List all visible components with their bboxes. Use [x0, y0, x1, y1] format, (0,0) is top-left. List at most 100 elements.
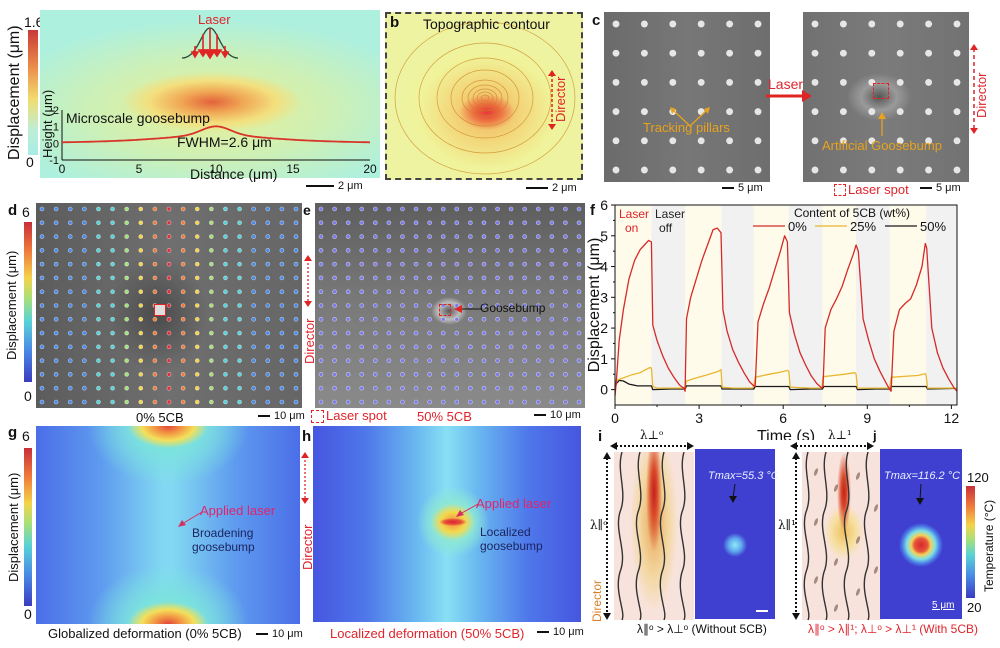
- pillar: [39, 316, 45, 322]
- pillar: [373, 220, 378, 226]
- scalebar-c-left: 5 μm: [722, 182, 763, 194]
- pillar: [39, 399, 45, 405]
- pillar: [345, 385, 351, 391]
- pillar: [563, 234, 568, 239]
- pillar: [265, 234, 271, 239]
- laser-arrow-c: [766, 90, 812, 102]
- pillar: [279, 275, 285, 281]
- pillar: [223, 289, 228, 295]
- pillar: [925, 166, 933, 174]
- pillar: [373, 316, 378, 322]
- pillar: [454, 289, 460, 295]
- pillar: [563, 330, 568, 336]
- pillar: [194, 248, 200, 253]
- pillar: [522, 289, 527, 295]
- pillar: [265, 206, 271, 212]
- pillar: [373, 248, 378, 253]
- pillar: [576, 399, 582, 405]
- pillar: [166, 344, 172, 350]
- pillar: [265, 275, 271, 281]
- pillar: [359, 358, 365, 363]
- caption-j: λ∥ᵒ > λ∥¹; λ⊥ᵒ > λ⊥¹ (With 5CB): [808, 622, 978, 636]
- pillar: [535, 234, 541, 239]
- pillar: [180, 289, 186, 295]
- pillar: [82, 234, 87, 239]
- pillar: [427, 206, 432, 212]
- lambda-par-label-i: λ∥ᵒ: [590, 518, 608, 532]
- laser-on-annotation: Laser: [619, 207, 649, 221]
- pillar: [454, 344, 460, 350]
- height-profile-line: [62, 125, 370, 144]
- pillar: [896, 49, 904, 57]
- pillar: [82, 303, 87, 308]
- pillar: [359, 289, 365, 295]
- pillar: [535, 248, 541, 253]
- pillar: [138, 399, 144, 405]
- pillar: [39, 330, 45, 336]
- pillar: [194, 330, 200, 336]
- pillar: [454, 206, 460, 212]
- pillar: [953, 108, 961, 116]
- pillar: [612, 108, 620, 116]
- colorbar-max-j: 120: [967, 470, 989, 485]
- pillar: [82, 275, 87, 281]
- pillar: [53, 248, 59, 253]
- laser-label-a: Laser: [198, 12, 231, 27]
- pillar: [180, 385, 186, 391]
- pillar: [223, 372, 228, 377]
- pillar: [495, 275, 500, 281]
- pillar: [576, 275, 582, 281]
- ylabel-a: Height (μm): [40, 89, 55, 158]
- pillar: [481, 385, 487, 391]
- pillar: [124, 399, 129, 405]
- pillar: [811, 20, 819, 28]
- pillar: [194, 399, 200, 405]
- y-tick-label-a: -1: [49, 155, 59, 167]
- pillar: [522, 316, 527, 322]
- pillar: [138, 206, 144, 212]
- laser-off-annotation-line2: off: [659, 221, 673, 235]
- pillar: [522, 220, 527, 226]
- pillar: [332, 248, 337, 253]
- pillar: [481, 358, 487, 363]
- pillar: [194, 289, 200, 295]
- pillar: [454, 248, 460, 253]
- pillar: [110, 261, 115, 267]
- pillar-grid: [811, 20, 961, 174]
- pillar: [386, 344, 392, 350]
- pillar: [400, 275, 405, 281]
- pillar: [400, 330, 405, 336]
- pillar: [612, 137, 620, 145]
- pillar: [237, 344, 242, 350]
- laser-beam-icon: [181, 27, 239, 60]
- pillar: [194, 261, 200, 267]
- pillar: [386, 220, 392, 226]
- pillar: [39, 220, 45, 226]
- pillar: [180, 303, 186, 308]
- lambda-perp-label-i: λ⊥ᵒ: [640, 428, 664, 442]
- pillar: [265, 316, 271, 322]
- pillar: [454, 358, 460, 363]
- pillar: [359, 372, 365, 377]
- pillar: [468, 261, 473, 267]
- pillar: [318, 275, 324, 281]
- pillar: [265, 261, 271, 267]
- artificial-goosebump-label: Artificial Goosebump: [822, 138, 942, 153]
- pillar: [223, 261, 228, 267]
- pillar: [194, 206, 200, 212]
- pillar: [697, 78, 705, 86]
- tmax-arrow-i: [729, 484, 737, 503]
- pillar: [67, 303, 73, 308]
- pillar: [96, 316, 101, 322]
- pillar: [166, 372, 172, 377]
- pillar: [697, 49, 705, 57]
- pillar: [124, 316, 129, 322]
- colorbar-min-g: 0: [24, 606, 32, 622]
- pillar: [124, 372, 129, 377]
- pillar: [359, 275, 365, 281]
- pillar: [332, 399, 337, 405]
- pillar: [495, 316, 500, 322]
- pillar: [726, 137, 734, 145]
- pillar: [468, 206, 473, 212]
